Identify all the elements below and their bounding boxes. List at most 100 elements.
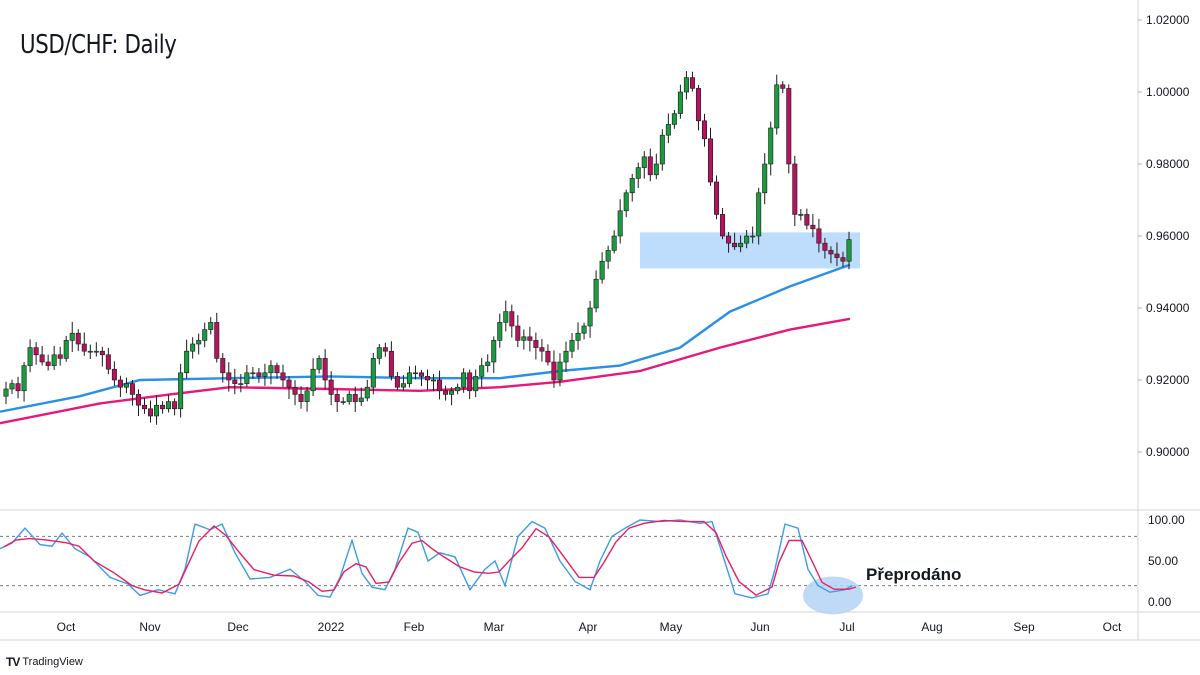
candle — [298, 386, 304, 409]
candle — [9, 379, 15, 395]
candle — [394, 372, 400, 391]
candle — [27, 339, 33, 373]
candle-body — [117, 379, 123, 388]
candle — [268, 360, 274, 385]
candle-body — [756, 192, 762, 237]
candle — [515, 315, 521, 348]
candle-body — [653, 163, 659, 176]
time-tick-label: Dec — [227, 620, 248, 634]
candle-body — [557, 361, 563, 381]
oversold-label: Přeprodáno — [866, 565, 961, 584]
candle-body — [135, 394, 141, 406]
candle-body — [418, 372, 424, 377]
candle-body — [750, 235, 756, 238]
candle — [39, 346, 45, 366]
candle — [545, 344, 551, 366]
candle-body — [617, 210, 623, 237]
candle — [148, 400, 154, 423]
price-tick-label: 0.96000 — [1146, 229, 1190, 243]
candle — [424, 369, 430, 390]
candle-body — [575, 332, 581, 341]
candle-body — [184, 350, 190, 374]
candle — [75, 329, 81, 351]
candle-body — [840, 257, 846, 262]
candle-body — [527, 336, 533, 341]
candle-body — [569, 340, 575, 352]
candle — [635, 162, 641, 188]
candle-body — [780, 84, 786, 89]
candle — [455, 383, 461, 395]
candle — [551, 350, 557, 388]
candle-body — [9, 383, 15, 390]
candle — [388, 341, 394, 381]
candle — [226, 362, 232, 392]
candle — [846, 231, 852, 270]
candle-body — [274, 365, 280, 374]
candle-body — [828, 250, 834, 255]
candle-body — [563, 350, 569, 363]
candle-body — [93, 350, 99, 353]
candle-body — [220, 358, 226, 374]
candle — [141, 398, 147, 414]
candle — [798, 209, 804, 221]
candle — [491, 336, 497, 373]
candle — [449, 387, 455, 406]
candle-body — [768, 127, 774, 165]
candle-body — [81, 343, 87, 352]
candle-body — [172, 401, 178, 410]
tradingview-brand[interactable]: TV TradingView — [6, 655, 83, 669]
candle — [111, 361, 117, 386]
candle — [461, 368, 467, 393]
candle-body — [744, 235, 750, 244]
brand-name: TradingView — [22, 656, 83, 668]
candle — [304, 386, 310, 412]
candle — [322, 349, 328, 390]
time-axis[interactable]: Oct Nov Dec 2022 Feb Mar Apr May Jun Jul Aug Sep Oct — [57, 620, 1122, 634]
candle-body — [641, 156, 647, 168]
candle — [286, 376, 292, 399]
candle — [316, 355, 322, 374]
candle — [714, 175, 720, 220]
candle-body — [63, 340, 69, 359]
candle-body — [244, 372, 250, 384]
candle — [443, 385, 449, 401]
ma-fast-line — [0, 263, 851, 413]
candle — [497, 313, 503, 348]
price-tick-label: 0.94000 — [1146, 301, 1190, 315]
candle — [744, 230, 750, 249]
candle-body — [382, 347, 388, 352]
candle-body — [635, 167, 641, 179]
chart-title: USD/CHF: Daily — [20, 30, 177, 60]
candle-body — [714, 181, 720, 215]
candle-body — [406, 372, 412, 384]
candle-body — [804, 214, 810, 226]
candle — [629, 173, 635, 202]
candle-body — [473, 376, 479, 392]
candle — [45, 354, 51, 371]
candle-body — [15, 383, 21, 392]
candle — [418, 369, 424, 387]
candle-body — [3, 388, 9, 397]
candle-body — [677, 91, 683, 114]
candle-body — [683, 77, 689, 93]
candle — [292, 380, 298, 406]
price-axis[interactable]: 1.02000 1.00000 0.98000 0.96000 0.94000 0.920… — [1138, 13, 1190, 609]
candle — [720, 208, 726, 240]
candle — [406, 366, 412, 388]
candle-body — [123, 383, 129, 388]
candle-body — [503, 311, 509, 323]
candle — [527, 326, 533, 352]
candle-body — [166, 401, 172, 410]
candle — [232, 368, 238, 395]
candle — [154, 395, 160, 425]
candle-body — [328, 379, 334, 395]
candle — [738, 235, 744, 253]
candle-body — [461, 372, 467, 388]
candle-body — [665, 124, 671, 136]
candle — [340, 397, 346, 405]
candle-body — [310, 368, 316, 392]
candle-body — [111, 368, 117, 381]
candle — [732, 232, 738, 250]
candle — [33, 342, 39, 365]
